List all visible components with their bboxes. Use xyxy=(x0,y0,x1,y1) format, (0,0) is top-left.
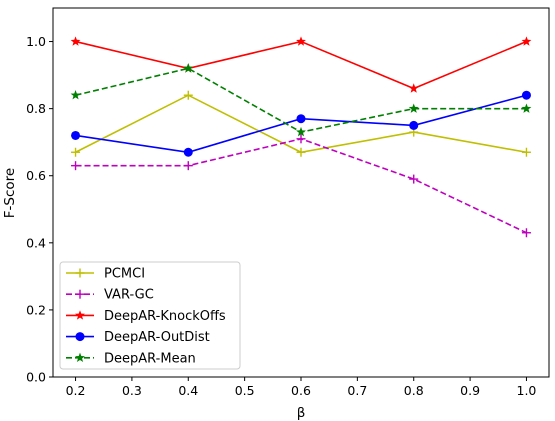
data-point-deepar-outdist xyxy=(296,114,306,124)
series-pcmci xyxy=(71,90,531,157)
data-point-var-gc xyxy=(296,134,306,144)
data-point-deepar-mean xyxy=(521,103,532,113)
legend-marker xyxy=(75,268,85,278)
x-tick-label: 0.3 xyxy=(122,383,142,398)
series-var-gc xyxy=(71,134,531,238)
data-point-deepar-outdist xyxy=(409,120,419,130)
legend-marker xyxy=(75,289,85,299)
x-tick-label: 0.8 xyxy=(404,383,424,398)
data-point-deepar-knockoffs xyxy=(521,36,532,46)
y-tick-label: 0.8 xyxy=(26,101,46,116)
x-tick-label: 0.5 xyxy=(235,383,255,398)
legend-label: VAR-GC xyxy=(104,288,154,303)
data-point-deepar-outdist xyxy=(521,90,531,100)
y-axis-label: F-Score xyxy=(2,168,18,218)
series-line-deepar-outdist xyxy=(75,94,527,154)
data-point-deepar-mean xyxy=(70,90,81,100)
y-tick-label: 0.0 xyxy=(26,370,46,385)
data-point-deepar-knockoffs xyxy=(408,83,419,93)
data-point-deepar-knockoffs xyxy=(296,36,306,46)
series-line-pcmci xyxy=(75,94,527,154)
x-tick-label: 0.2 xyxy=(66,383,86,398)
data-point-deepar-outdist xyxy=(183,147,193,157)
x-tick-label: 0.4 xyxy=(178,383,198,398)
series-deepar-knockoffs xyxy=(70,36,532,93)
data-point-deepar-outdist xyxy=(71,130,81,140)
y-tick-label: 0.2 xyxy=(26,302,46,317)
data-point-deepar-knockoffs xyxy=(70,36,81,46)
x-axis-label: β xyxy=(297,405,306,421)
data-point-var-gc xyxy=(521,228,531,238)
legend-marker xyxy=(75,332,85,342)
data-point-deepar-mean xyxy=(183,63,194,73)
series-line-deepar-knockoffs xyxy=(75,40,527,90)
data-point-var-gc xyxy=(183,161,193,171)
data-point-deepar-mean xyxy=(296,126,306,137)
data-point-pcmci xyxy=(183,90,193,100)
x-tick-label: 0.6 xyxy=(291,383,311,398)
series-deepar-mean xyxy=(70,63,532,137)
x-tick-label: 0.7 xyxy=(347,383,367,398)
y-tick-label: 0.6 xyxy=(26,168,46,183)
legend-label: PCMCI xyxy=(104,267,145,282)
data-point-deepar-mean xyxy=(408,103,419,113)
legend-marker xyxy=(75,310,85,320)
data-point-var-gc xyxy=(71,161,81,171)
data-point-var-gc xyxy=(409,174,419,184)
legend-item-deepar-outdist: DeepAR-OutDist xyxy=(66,330,210,345)
data-point-pcmci xyxy=(521,147,531,157)
series-deepar-outdist xyxy=(71,90,531,157)
x-tick-label: 0.9 xyxy=(460,383,480,398)
legend-item-deepar-mean: DeepAR-Mean xyxy=(66,351,196,366)
legend-label: DeepAR-KnockOffs xyxy=(104,309,226,324)
legend-item-deepar-knockoffs: DeepAR-KnockOffs xyxy=(66,309,226,324)
legend-item-var-gc: VAR-GC xyxy=(66,288,154,303)
legend-item-pcmci: PCMCI xyxy=(66,267,145,282)
legend: PCMCI VAR-GC DeepAR-KnockOffs DeepAR-OutDis… xyxy=(59,261,241,370)
legend-marker xyxy=(75,352,85,363)
legend-box xyxy=(59,261,241,370)
y-tick-label: 0.4 xyxy=(26,235,46,250)
y-tick-label: 1.0 xyxy=(26,34,46,49)
data-point-pcmci xyxy=(296,147,306,157)
legend-label: DeepAR-OutDist xyxy=(104,330,210,345)
x-tick-label: 1.0 xyxy=(517,383,537,398)
legend-label: DeepAR-Mean xyxy=(104,351,196,366)
data-point-pcmci xyxy=(71,147,81,157)
